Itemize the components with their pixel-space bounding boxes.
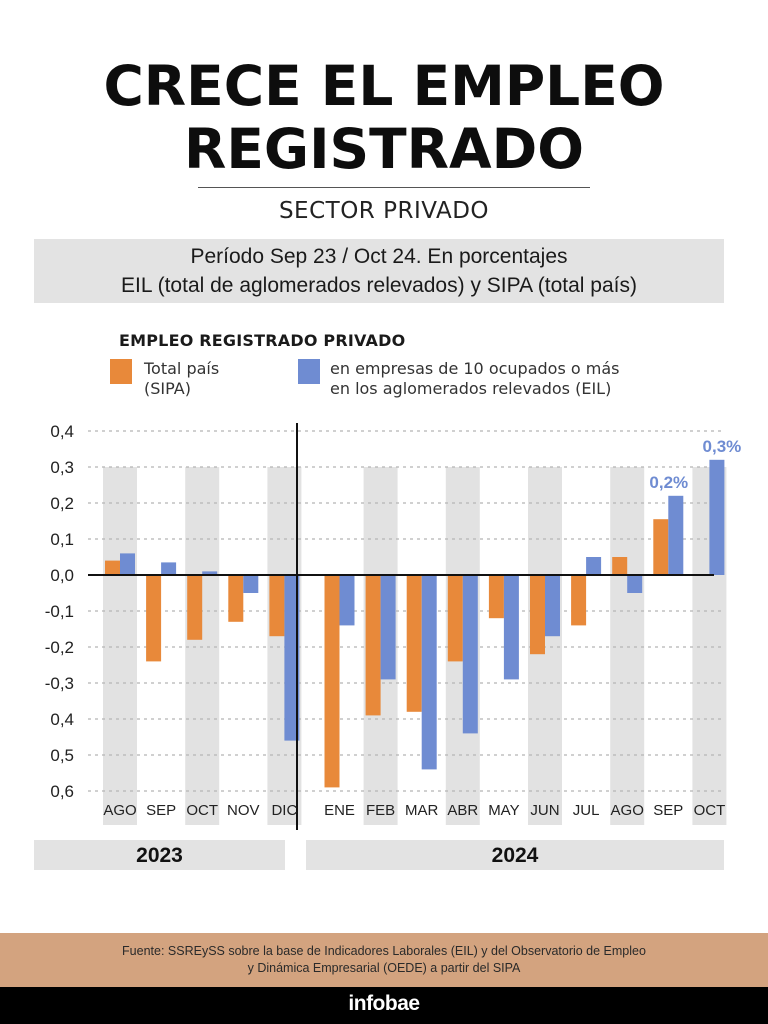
bar-eil xyxy=(284,575,300,741)
y-tick-label: -0,3 xyxy=(45,674,74,693)
y-tick-label: 0,6 xyxy=(50,782,74,801)
x-tick-label: OCT xyxy=(694,802,726,819)
x-tick-label: ABR xyxy=(447,802,478,819)
bar-sipa xyxy=(653,519,669,575)
legend-swatch-eil xyxy=(298,359,320,384)
legend-label-sipa: Total país (SIPA) xyxy=(144,359,219,399)
bar-eil xyxy=(668,495,684,575)
source-line-2: y Dinámica Empresarial (OEDE) a partir d… xyxy=(247,961,521,975)
x-tick-label: AGO xyxy=(611,802,644,819)
y-tick-label: 0,2 xyxy=(50,494,74,513)
x-tick-label: ENE xyxy=(324,802,355,819)
source-note: Fuente: SSREySS sobre la base de Indicad… xyxy=(0,933,768,987)
bars xyxy=(105,459,725,788)
legend-label-eil-line2: en los aglomerados relevados (EIL) xyxy=(330,379,612,398)
x-tick-label: SEP xyxy=(653,802,683,819)
bar-sipa xyxy=(488,575,504,619)
title-line-2: REGISTRADO xyxy=(184,117,584,181)
bar-eil xyxy=(503,575,519,680)
bar-eil xyxy=(243,575,259,593)
x-tick-label: JUN xyxy=(530,802,559,819)
month-band xyxy=(610,467,645,825)
bar-sipa xyxy=(365,575,381,716)
y-tick-label: 0,1 xyxy=(50,530,74,549)
bar-eil xyxy=(380,575,396,680)
bar-sipa xyxy=(187,575,203,640)
bar-eil xyxy=(586,557,602,575)
data-labels: 0,2% 0,3% xyxy=(649,437,741,492)
bar-chart: 0,4 0,3 0,2 0,1 0,0 -0,1 -0,2 -0,3 0,4 0,5 0,6 AGO… xyxy=(45,422,741,830)
y-tick-label: 0,5 xyxy=(50,746,74,765)
y-tick-label: 0,4 xyxy=(50,422,74,441)
x-tick-label: DIC xyxy=(271,802,297,819)
bar-eil xyxy=(161,562,177,575)
bar-eil xyxy=(545,575,560,637)
period-line-1: Período Sep 23 / Oct 24. En porcentajes xyxy=(190,245,568,268)
data-label: 0,2% xyxy=(649,473,688,492)
subtitle: SECTOR PRIVADO xyxy=(278,198,490,224)
bar-sipa xyxy=(612,557,628,575)
y-tick-label: 0,0 xyxy=(50,566,74,585)
x-tick-label: OCT xyxy=(186,802,218,819)
year-label-2023: 2023 xyxy=(34,840,285,870)
period-box: Período Sep 23 / Oct 24. En porcentajes … xyxy=(34,239,724,303)
title-line-1: CRECE EL EMPLEO xyxy=(103,54,665,118)
y-tick-label: 0,4 xyxy=(50,710,74,729)
bar-eil xyxy=(202,571,218,575)
bar-eil xyxy=(339,575,355,626)
bar-eil xyxy=(627,575,643,593)
legend-label-sipa-line2: (SIPA) xyxy=(144,379,191,398)
x-tick-label: AGO xyxy=(103,802,136,819)
bar-eil xyxy=(421,575,437,770)
x-tick-label: FEB xyxy=(366,802,395,819)
bar-sipa xyxy=(324,575,340,788)
year-label-2024: 2024 xyxy=(306,840,724,870)
bar-sipa xyxy=(406,575,422,712)
bar-eil xyxy=(709,459,725,575)
period-line-2: EIL (total de aglomerados relevados) y S… xyxy=(121,274,637,297)
bar-sipa xyxy=(146,575,162,662)
bar-eil xyxy=(120,553,135,575)
x-tick-label: JUL xyxy=(573,802,600,819)
x-tick-label: SEP xyxy=(146,802,176,819)
source-line-1: Fuente: SSREySS sobre la base de Indicad… xyxy=(122,944,646,958)
bar-eil xyxy=(462,575,478,734)
month-band xyxy=(103,467,137,825)
x-tick-label: MAR xyxy=(405,802,439,819)
bar-sipa xyxy=(571,575,587,626)
footer: infobae xyxy=(0,987,768,1024)
axes xyxy=(88,423,714,830)
y-tick-label: -0,1 xyxy=(45,602,74,621)
bar-sipa xyxy=(530,575,545,655)
legend-label-eil: en empresas de 10 ocupados o más en los … xyxy=(330,359,750,399)
month-band xyxy=(185,467,220,825)
bar-sipa xyxy=(105,560,120,575)
x-tick-label: NOV xyxy=(227,802,260,819)
legend-title: EMPLEO REGISTRADO PRIVADO xyxy=(119,331,406,350)
y-tick-label: 0,3 xyxy=(50,458,74,477)
bar-sipa xyxy=(447,575,463,662)
legend-swatch-sipa xyxy=(110,359,132,384)
brand-logo: infobae xyxy=(348,992,420,1015)
y-axis-ticks: 0,4 0,3 0,2 0,1 0,0 -0,1 -0,2 -0,3 0,4 0,5 0,6 xyxy=(45,422,74,801)
legend-label-sipa-line1: Total país xyxy=(144,359,220,378)
legend-label-eil-line1: en empresas de 10 ocupados o más xyxy=(330,359,620,378)
x-axis-labels: AGO SEP OCT NOV DIC ENE FEB MAR ABR MAY JUN JUL AGO S… xyxy=(103,802,725,819)
title-divider xyxy=(198,187,590,188)
bar-sipa xyxy=(269,575,285,637)
data-label: 0,3% xyxy=(703,437,742,456)
y-tick-label: -0,2 xyxy=(45,638,74,657)
x-tick-label: MAY xyxy=(488,802,519,819)
bar-sipa xyxy=(228,575,244,622)
